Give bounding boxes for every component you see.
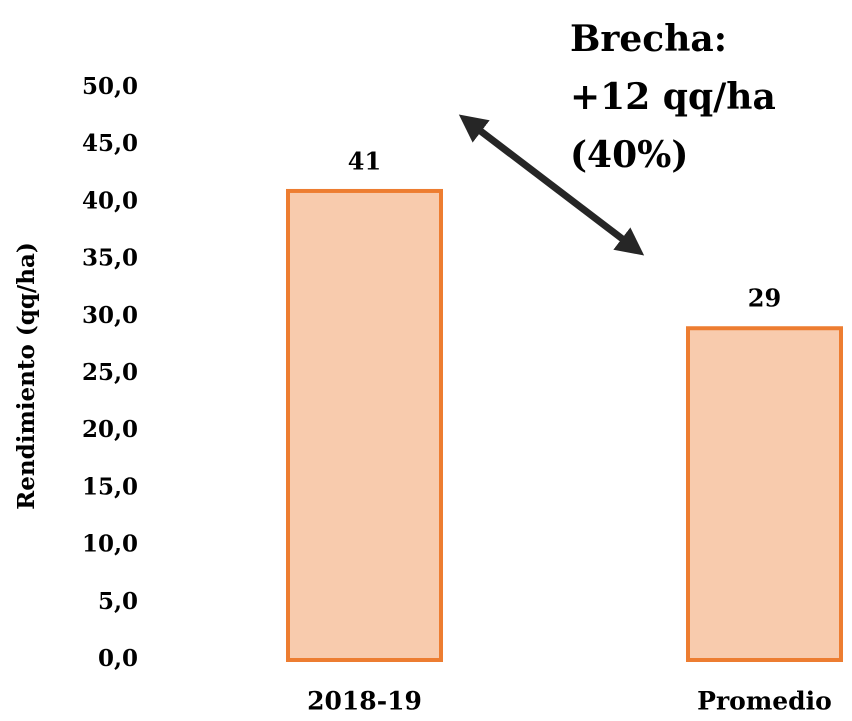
- x-tick-label: Promedio: [697, 687, 832, 716]
- y-tick-label: 5,0: [98, 588, 138, 615]
- x-tick-label: 2018-19: [307, 687, 422, 716]
- y-tick-label: 40,0: [82, 187, 138, 214]
- bar: [286, 188, 443, 663]
- annotation: Brecha:: [570, 18, 727, 60]
- data-label: 41: [348, 146, 381, 175]
- y-tick-label: 35,0: [82, 245, 138, 272]
- y-tick-label: 10,0: [82, 531, 138, 558]
- annotation: (40%): [570, 134, 688, 176]
- data-label: 29: [748, 284, 781, 313]
- y-tick-label: 25,0: [82, 359, 138, 386]
- y-axis-title: Rendimiento (qq/ha): [13, 242, 40, 510]
- bar: [686, 326, 843, 662]
- annotation: +12 qq/ha: [570, 76, 776, 118]
- y-tick-label: 15,0: [82, 473, 138, 500]
- y-tick-label: 30,0: [82, 302, 138, 329]
- y-tick-label: 0,0: [98, 645, 138, 672]
- y-tick-label: 50,0: [82, 73, 138, 100]
- y-tick-label: 45,0: [82, 130, 138, 157]
- y-tick-label: 20,0: [82, 416, 138, 443]
- gap-arrow: [458, 114, 645, 256]
